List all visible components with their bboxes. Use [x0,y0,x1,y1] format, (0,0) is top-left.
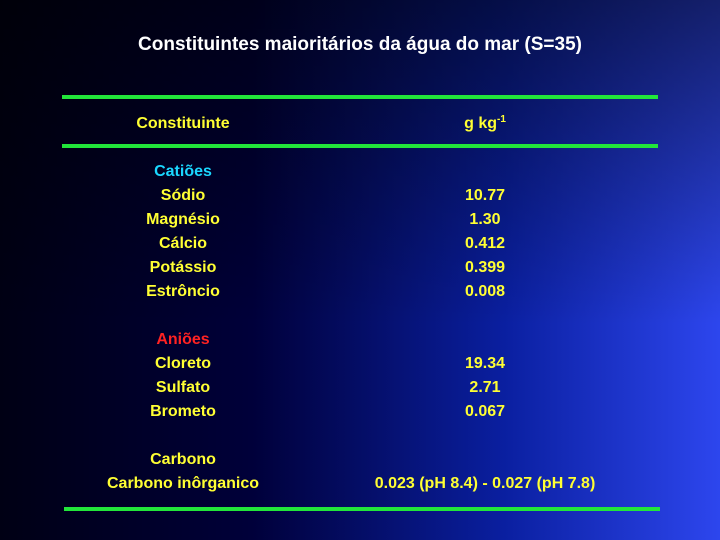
header-unit: g kg-1 [330,112,640,136]
value-column: 10.77 1.30 0.412 0.399 0.008 19.34 2.71 … [330,160,640,496]
cation-value: 10.77 [464,187,506,204]
bottom-divider [64,507,660,511]
cation-value: 0.008 [464,283,506,300]
spacer [73,424,293,448]
carbon-value: 0.023 (pH 8.4) - 0.027 (pH 7.8) [374,475,596,492]
cation-name: Magnésio [146,211,220,228]
cation-value: 0.399 [464,259,506,276]
cation-value: 1.30 [469,211,501,228]
cation-name: Sódio [160,187,206,204]
header-unit-base: g kg [464,115,497,132]
top-divider [62,95,658,99]
constituent-column: Catiões Sódio Magnésio Cálcio Potássio E… [73,160,293,496]
anion-value: 2.71 [469,379,501,396]
carbon-name: Carbono inôrganico [107,475,259,492]
cation-name: Estrôncio [146,283,220,300]
carbon-heading: Carbono [150,451,216,468]
spacer [73,304,293,328]
anions-heading-spacer [330,328,640,352]
cation-value: 0.412 [464,235,506,252]
cations-heading-spacer [330,160,640,184]
slide-title: Constituintes maioritários da água do ma… [138,34,582,55]
anion-value: 0.067 [464,403,506,420]
cations-heading: Catiões [154,163,212,180]
anion-value: 19.34 [464,355,506,372]
header-unit-exponent: -1 [496,114,506,125]
header-divider [62,144,658,148]
anion-name: Sulfato [155,379,211,396]
header-constituent: Constituinte [136,115,230,132]
anion-name: Cloreto [155,355,211,372]
cation-name: Cálcio [158,235,207,252]
spacer [330,424,640,448]
carbon-heading-spacer [330,448,640,472]
anion-name: Brometo [150,403,216,420]
anions-heading: Aniões [156,331,210,348]
cation-name: Potássio [149,259,217,276]
spacer [330,304,640,328]
